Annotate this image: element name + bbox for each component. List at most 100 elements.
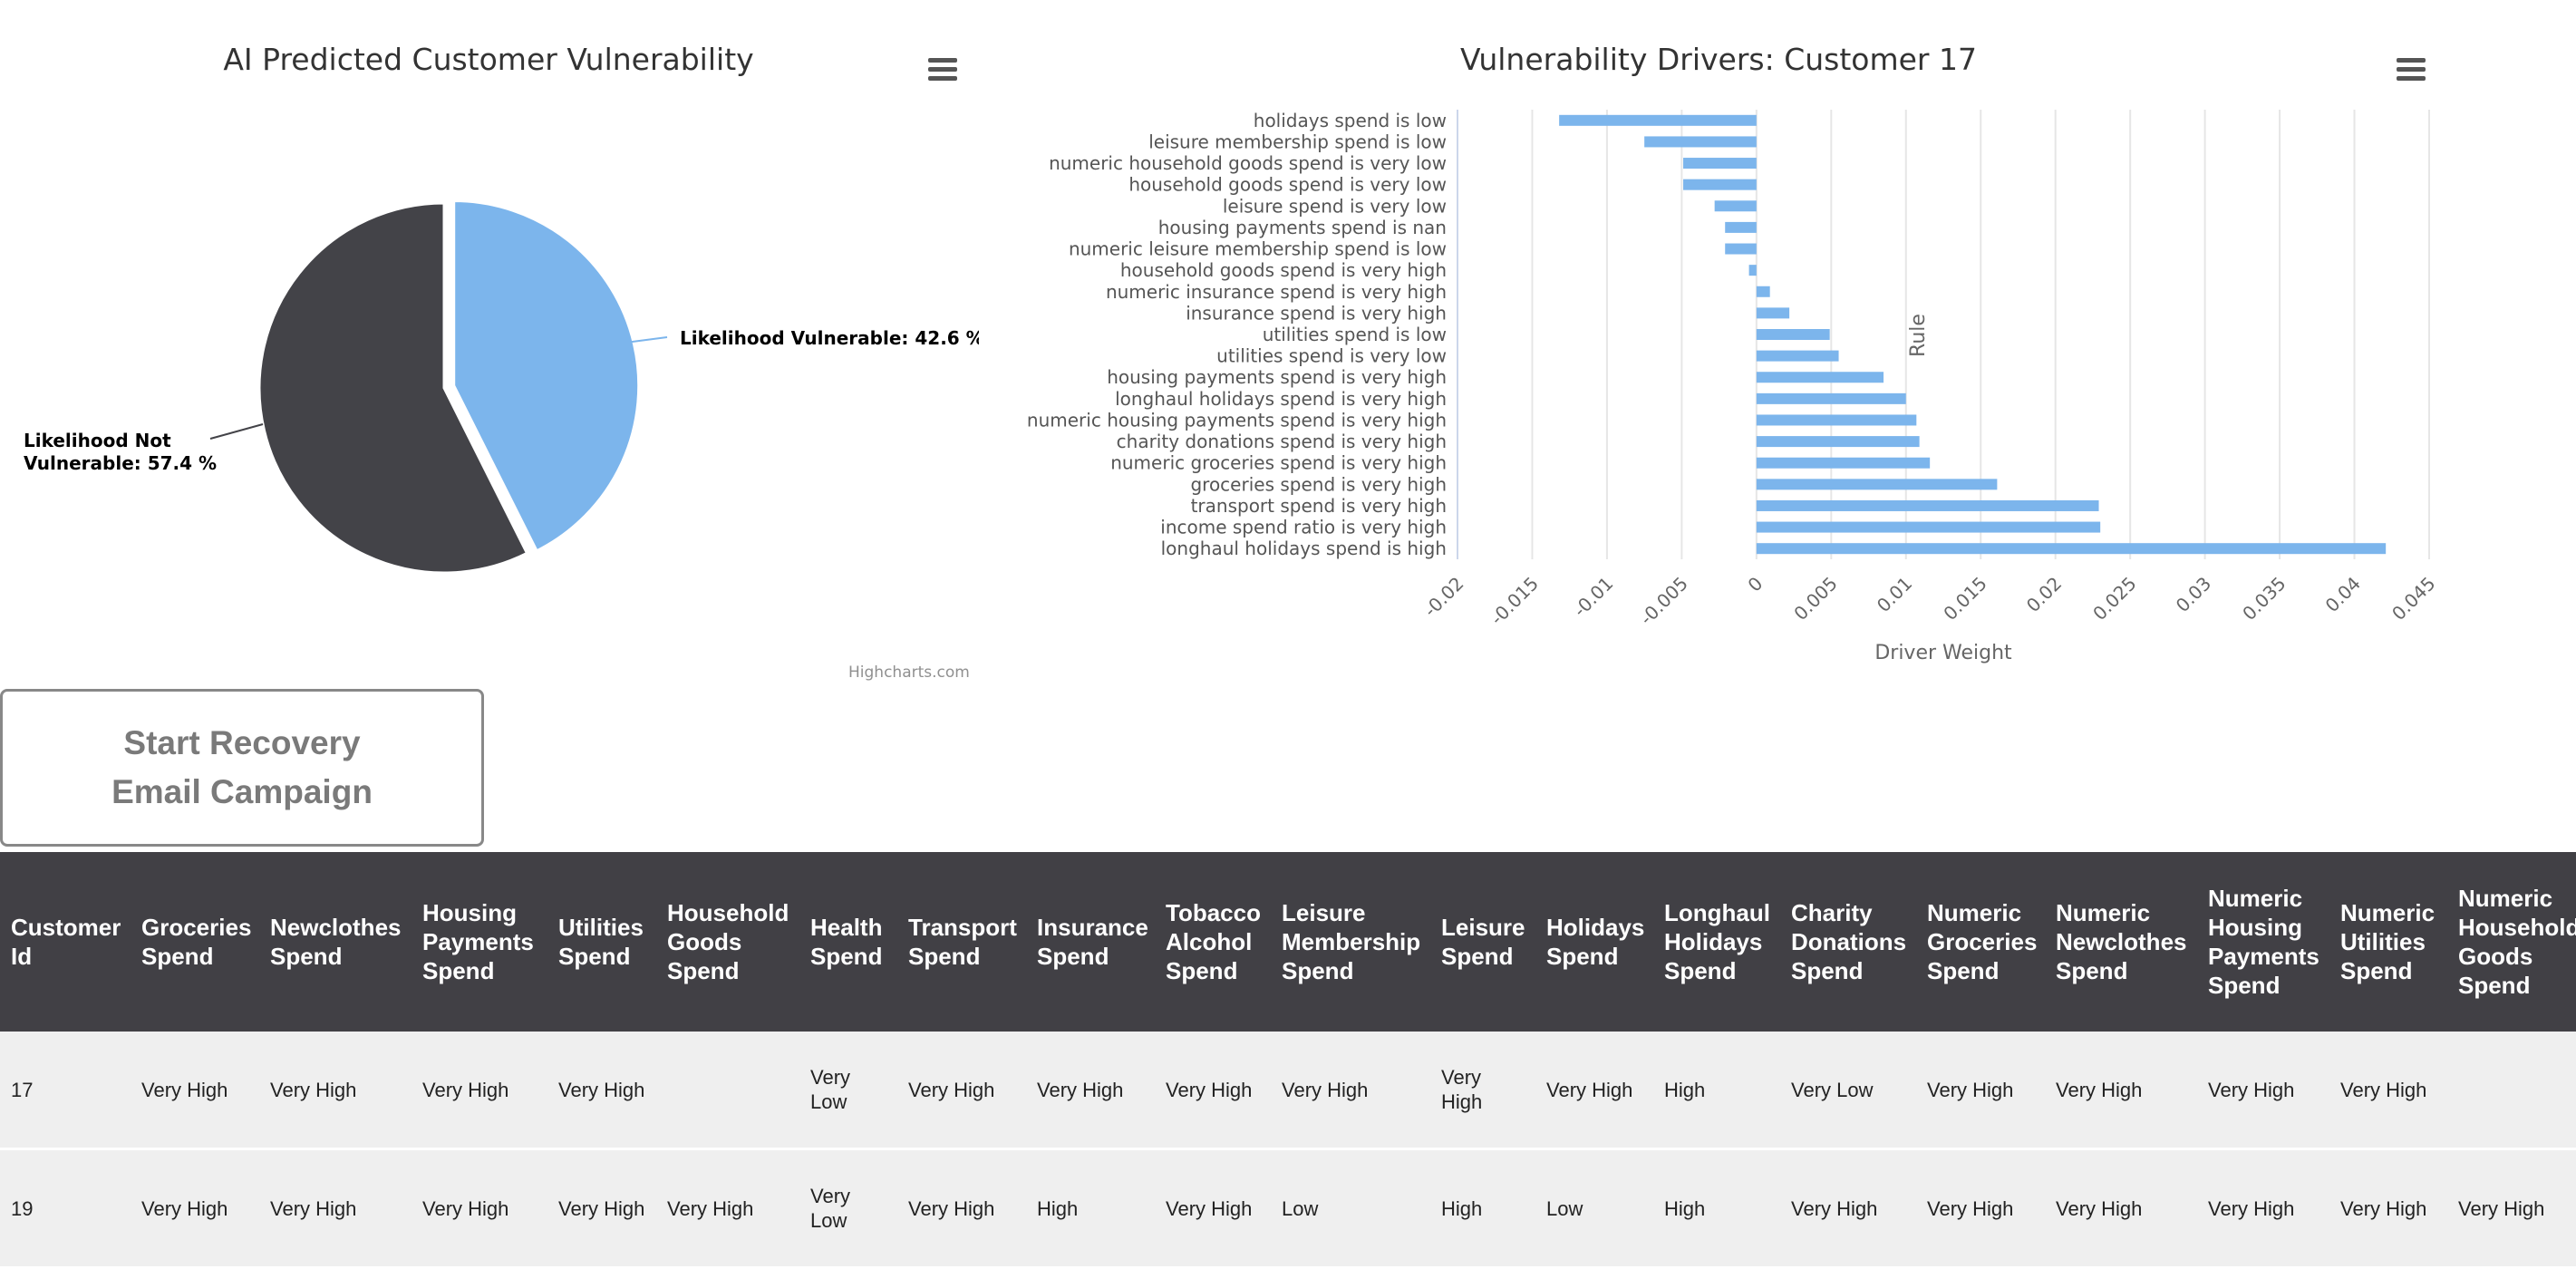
column-header[interactable]: Utilities Spend: [547, 852, 656, 1032]
y-category-label: housing payments spend is nan: [1158, 217, 1447, 238]
table-cell: Very High: [1535, 1032, 1653, 1150]
x-tick-label: 0.025: [2088, 573, 2140, 625]
driver-bar[interactable]: [1644, 136, 1757, 148]
column-header[interactable]: Numeric Newclothes Spend: [2045, 852, 2197, 1032]
driver-bar[interactable]: [1756, 499, 2099, 511]
driver-bar[interactable]: [1683, 158, 1757, 170]
y-category-label: income spend ratio is very high: [1160, 517, 1447, 538]
pie-data-label: Vulnerable: 57.4 %: [24, 452, 217, 474]
driver-bar[interactable]: [1756, 414, 1917, 426]
table-cell: Very High: [2045, 1032, 2197, 1150]
driver-bar[interactable]: [1756, 479, 1998, 490]
x-tick-label: -0.005: [1635, 573, 1692, 630]
pie-chart-menu-icon[interactable]: [928, 58, 957, 82]
pie-data-label: Likelihood Not: [24, 430, 171, 451]
driver-bar[interactable]: [1756, 392, 1906, 404]
column-header[interactable]: Leisure Spend: [1430, 852, 1535, 1032]
y-category-label: groceries spend is very high: [1190, 473, 1447, 495]
column-header[interactable]: Customer Id: [0, 852, 131, 1032]
driver-bar[interactable]: [1756, 286, 1770, 297]
y-category-label: numeric leisure membership spend is low: [1069, 238, 1447, 260]
column-header[interactable]: Tobacco Alcohol Spend: [1155, 852, 1271, 1032]
pie-label-connector: [209, 423, 264, 440]
y-category-label: charity donations spend is very high: [1117, 431, 1447, 452]
column-header[interactable]: Groceries Spend: [131, 852, 259, 1032]
table-cell: High: [1653, 1148, 1780, 1269]
x-tick-label: -0.02: [1419, 573, 1468, 622]
y-category-label: household goods spend is very low: [1128, 174, 1447, 196]
y-category-label: numeric insurance spend is very high: [1106, 281, 1447, 303]
column-header[interactable]: Longhaul Holidays Spend: [1653, 852, 1780, 1032]
table-cell: Very High: [2329, 1148, 2447, 1269]
table-cell: Very High: [547, 1032, 656, 1150]
bar-chart-panel: Vulnerability Drivers: Customer 17 holid…: [979, 0, 2576, 689]
column-header[interactable]: Numeric Household Goods Spend: [2447, 852, 2576, 1032]
driver-bar[interactable]: [1756, 436, 1920, 448]
table-cell: Very High: [1916, 1148, 2045, 1269]
column-header[interactable]: Housing Payments Spend: [412, 852, 547, 1032]
recovery-button-label: Start Recovery Email Campaign: [111, 724, 373, 810]
y-category-label: longhaul holidays spend is very high: [1115, 388, 1447, 410]
table-cell: Very High: [131, 1032, 259, 1150]
pie-label-connector: [625, 336, 668, 344]
table-cell: 17: [0, 1032, 131, 1150]
column-header[interactable]: Numeric Groceries Spend: [1916, 852, 2045, 1032]
table-cell: Very High: [2447, 1148, 2576, 1269]
driver-bar[interactable]: [1756, 457, 1931, 469]
driver-bar[interactable]: [1756, 307, 1790, 319]
driver-bar[interactable]: [1756, 543, 2387, 555]
table-row[interactable]: 19 Very High Very High Very High Very High Ve…: [0, 1148, 2576, 1269]
driver-bar[interactable]: [1756, 521, 2101, 533]
column-header[interactable]: Household Goods Spend: [656, 852, 799, 1032]
x-tick-label: 0.04: [2321, 573, 2365, 616]
highcharts-credits[interactable]: Highcharts.com: [848, 664, 970, 682]
driver-bar[interactable]: [1756, 350, 1839, 362]
x-tick-label: 0.005: [1789, 573, 1841, 625]
column-header[interactable]: Numeric Housing Payments Spend: [2197, 852, 2329, 1032]
column-header[interactable]: Insurance Spend: [1026, 852, 1155, 1032]
y-category-label: transport spend is very high: [1191, 495, 1447, 517]
column-header[interactable]: Transport Spend: [897, 852, 1026, 1032]
column-header[interactable]: Leisure Membership Spend: [1271, 852, 1430, 1032]
table-cell: Very High: [1271, 1032, 1430, 1150]
column-header[interactable]: Numeric Utilities Spend: [2329, 852, 2447, 1032]
y-axis-title: Rule: [1907, 314, 1930, 357]
start-recovery-email-campaign-button[interactable]: Start Recovery Email Campaign: [0, 689, 484, 847]
pie-chart-title: AI Predicted Customer Vulnerability: [223, 42, 754, 77]
pie-data-label: Likelihood Vulnerable: 42.6 %: [680, 327, 979, 349]
table-cell: Very High: [897, 1032, 1026, 1150]
table-cell: High: [1026, 1148, 1155, 1269]
table-cell: Very Low: [1780, 1032, 1916, 1150]
driver-bar[interactable]: [1756, 329, 1830, 340]
table-cell: Very High: [259, 1148, 412, 1269]
pie-slice-likelihood-not-vulnerable[interactable]: [257, 201, 529, 575]
y-category-label: housing payments spend is very high: [1107, 366, 1447, 388]
driver-bar[interactable]: [1725, 221, 1757, 233]
column-header[interactable]: Health Spend: [799, 852, 897, 1032]
table-cell: Very High: [1155, 1032, 1271, 1150]
driver-bar[interactable]: [1683, 179, 1757, 190]
driver-bar[interactable]: [1725, 243, 1757, 255]
column-header[interactable]: Holidays Spend: [1535, 852, 1653, 1032]
y-category-label: household goods spend is very high: [1120, 259, 1447, 281]
column-header[interactable]: Newclothes Spend: [259, 852, 412, 1032]
y-category-label: insurance spend is very high: [1186, 302, 1447, 324]
table-cell: Very High: [2197, 1148, 2329, 1269]
driver-bar[interactable]: [1756, 372, 1884, 383]
x-tick-label: 0.03: [2172, 573, 2215, 616]
column-header[interactable]: Charity Donations Spend: [1780, 852, 1916, 1032]
pie-slice-likelihood-vulnerable[interactable]: [452, 199, 641, 553]
table-cell: Very Low: [799, 1148, 897, 1269]
table-cell: High: [1653, 1032, 1780, 1150]
table-cell: [656, 1032, 799, 1150]
table-cell: Low: [1271, 1148, 1430, 1269]
table-cell: Very High: [1916, 1032, 2045, 1150]
driver-bar[interactable]: [1748, 265, 1757, 276]
table-row[interactable]: 17 Very High Very High Very High Very High Ve…: [0, 1032, 2576, 1150]
driver-bar[interactable]: [1559, 114, 1757, 126]
driver-bar[interactable]: [1714, 200, 1757, 212]
bar-chart-menu-icon[interactable]: [2397, 58, 2426, 82]
table-cell: Very High: [131, 1148, 259, 1269]
x-tick-label: -0.01: [1569, 573, 1618, 622]
table-cell: [2447, 1032, 2576, 1150]
